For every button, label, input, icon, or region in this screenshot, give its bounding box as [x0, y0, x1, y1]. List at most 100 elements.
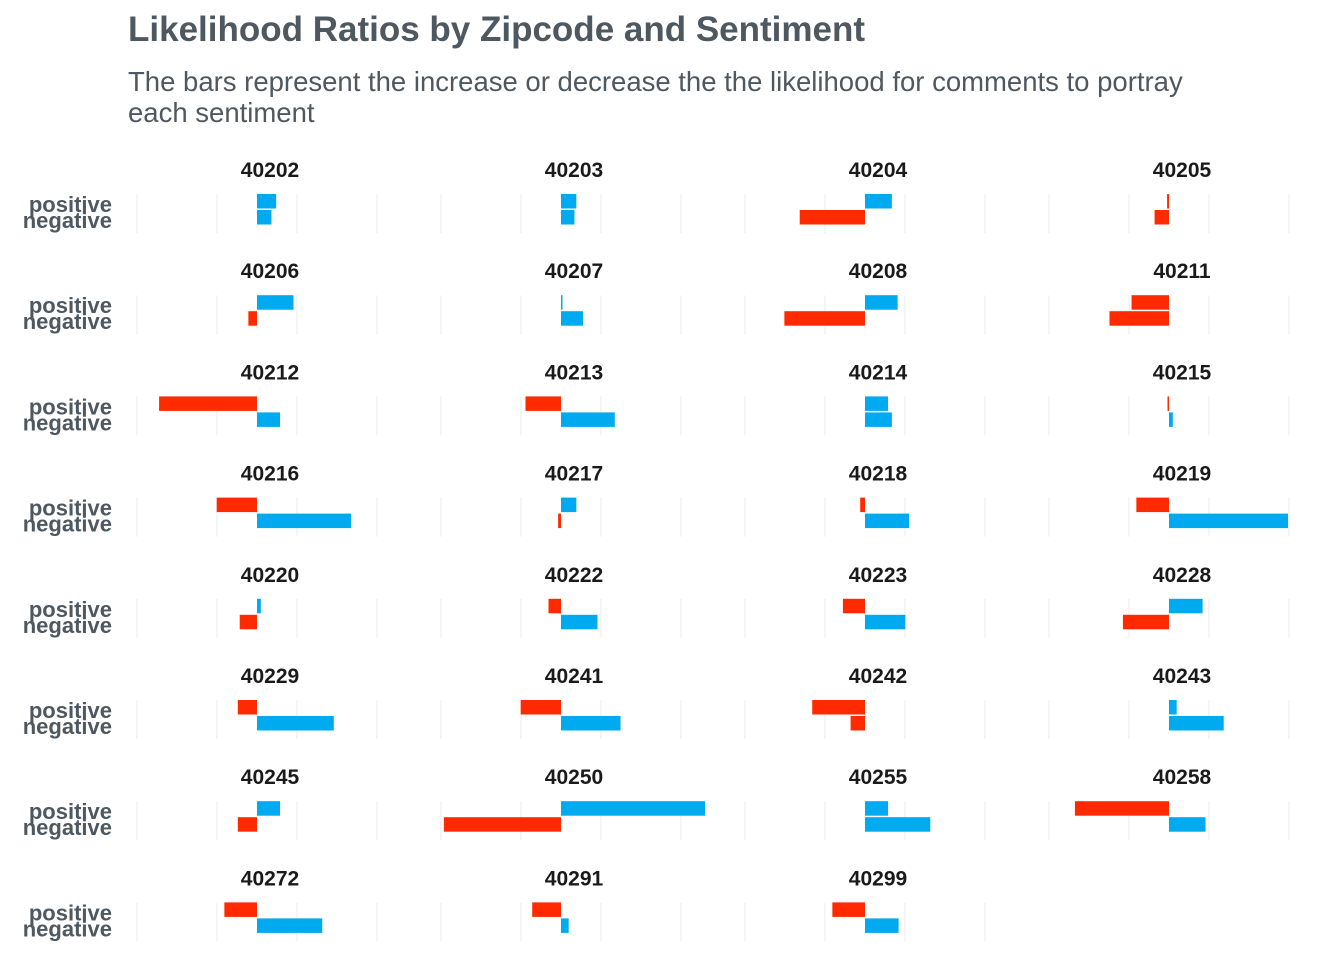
bar-40217-positive	[561, 497, 577, 513]
facet-title-40228: 40228	[1153, 564, 1212, 587]
facet-title-40207: 40207	[545, 260, 603, 283]
bar-40212-negative	[257, 412, 281, 427]
bar-40242-positive	[812, 700, 865, 715]
facet-title-40245: 40245	[241, 766, 300, 789]
bar-40218-positive	[860, 497, 865, 513]
bar-40228-positive	[1169, 598, 1203, 614]
chart-subtitle: The bars represent the increase or decre…	[128, 66, 1183, 128]
bar-40205-positive	[1167, 194, 1169, 209]
bar-40216-negative	[257, 513, 352, 529]
y-tick-label-positive: positive	[29, 900, 112, 925]
bar-40241-positive	[520, 700, 561, 715]
facet-title-40204: 40204	[849, 159, 908, 182]
bar-40245-positive	[257, 801, 281, 816]
y-tick-label-negative: negative	[23, 916, 112, 941]
y-tick-label-positive: positive	[29, 799, 112, 824]
bar-40204-positive	[865, 194, 892, 209]
facet-title-40291: 40291	[545, 867, 604, 890]
y-tick-label-positive: positive	[29, 394, 112, 419]
bar-40217-negative	[558, 513, 561, 529]
facet-title-40218: 40218	[849, 463, 908, 486]
y-tick-label-negative: negative	[23, 208, 112, 233]
facet-title-40211: 40211	[1153, 260, 1211, 283]
bar-40214-positive	[865, 396, 889, 411]
bar-40242-negative	[850, 716, 865, 731]
y-tick-label-positive: positive	[29, 698, 112, 723]
y-tick-label-negative: negative	[23, 613, 112, 638]
bar-40208-positive	[865, 295, 898, 310]
facet-title-40217: 40217	[545, 463, 603, 486]
bar-40203-negative	[561, 210, 575, 225]
bar-40250-negative	[443, 817, 561, 832]
facet-title-40241: 40241	[545, 665, 604, 688]
bar-40219-positive	[1136, 497, 1169, 513]
y-tick-label-positive: positive	[29, 496, 112, 521]
bar-40272-negative	[257, 918, 323, 933]
facet-title-40216: 40216	[241, 463, 299, 486]
bar-40255-positive	[865, 801, 889, 816]
bar-40206-positive	[257, 295, 294, 310]
bar-40219-negative	[1169, 513, 1289, 529]
bar-40229-positive	[237, 700, 257, 715]
y-tick-label-negative: negative	[23, 512, 112, 537]
facet-title-40258: 40258	[1153, 766, 1212, 789]
bar-40291-negative	[561, 918, 569, 933]
y-tick-label-negative: negative	[23, 309, 112, 334]
bar-40245-negative	[237, 817, 257, 832]
facet-title-40299: 40299	[849, 867, 907, 890]
facet-title-40250: 40250	[545, 766, 603, 789]
facet-title-40212: 40212	[241, 361, 299, 384]
bar-40220-negative	[239, 614, 257, 630]
bar-40211-negative	[1109, 311, 1169, 326]
y-tick-label-positive: positive	[29, 597, 112, 622]
facet-title-40208: 40208	[849, 260, 908, 283]
bar-40202-negative	[257, 210, 272, 225]
bar-40243-negative	[1169, 716, 1224, 731]
bar-40291-positive	[532, 902, 561, 917]
bar-40214-negative	[865, 412, 892, 427]
y-tick-label-negative: negative	[23, 815, 112, 840]
bar-40243-positive	[1169, 700, 1177, 715]
bar-40299-negative	[865, 918, 899, 933]
bar-40206-negative	[248, 311, 257, 326]
facet-title-40214: 40214	[849, 361, 908, 384]
facet-title-40205: 40205	[1153, 159, 1212, 182]
facet-title-40206: 40206	[241, 260, 299, 283]
bar-40216-positive	[216, 497, 257, 513]
facet-title-40242: 40242	[849, 665, 907, 688]
bar-40213-negative	[561, 412, 615, 427]
bar-40218-negative	[865, 513, 910, 529]
y-tick-label-negative: negative	[23, 410, 112, 435]
bar-40250-positive	[561, 801, 705, 816]
bar-40258-positive	[1074, 801, 1169, 816]
y-tick-label-positive: positive	[29, 192, 112, 217]
bar-40229-negative	[257, 716, 334, 731]
bar-40258-negative	[1169, 817, 1206, 832]
bar-40222-negative	[561, 614, 598, 630]
facet-title-40243: 40243	[1153, 665, 1211, 688]
bar-40223-positive	[842, 598, 865, 614]
y-tick-label-positive: positive	[29, 293, 112, 318]
y-tick-label-negative: negative	[23, 714, 112, 739]
bar-40215-positive	[1167, 396, 1169, 411]
bar-40212-positive	[159, 396, 257, 411]
facet-title-40229: 40229	[241, 665, 299, 688]
facet-title-40223: 40223	[849, 564, 907, 587]
bar-40207-negative	[561, 311, 584, 326]
bar-40211-positive	[1131, 295, 1169, 310]
bar-40222-positive	[548, 598, 561, 614]
bar-40204-negative	[799, 210, 865, 225]
bar-40223-negative	[865, 614, 906, 630]
bar-40207-positive	[561, 295, 563, 310]
facet-title-40202: 40202	[241, 159, 299, 182]
facet-title-40213: 40213	[545, 361, 603, 384]
bar-40299-positive	[832, 902, 865, 917]
facet-title-40222: 40222	[545, 564, 603, 587]
bar-40272-positive	[224, 902, 257, 917]
bar-40220-positive	[257, 598, 261, 614]
bar-40255-negative	[865, 817, 931, 832]
facet-title-40255: 40255	[849, 766, 908, 789]
chart-title: Likelihood Ratios by Zipcode and Sentime…	[128, 10, 866, 49]
bar-40202-positive	[257, 194, 277, 209]
